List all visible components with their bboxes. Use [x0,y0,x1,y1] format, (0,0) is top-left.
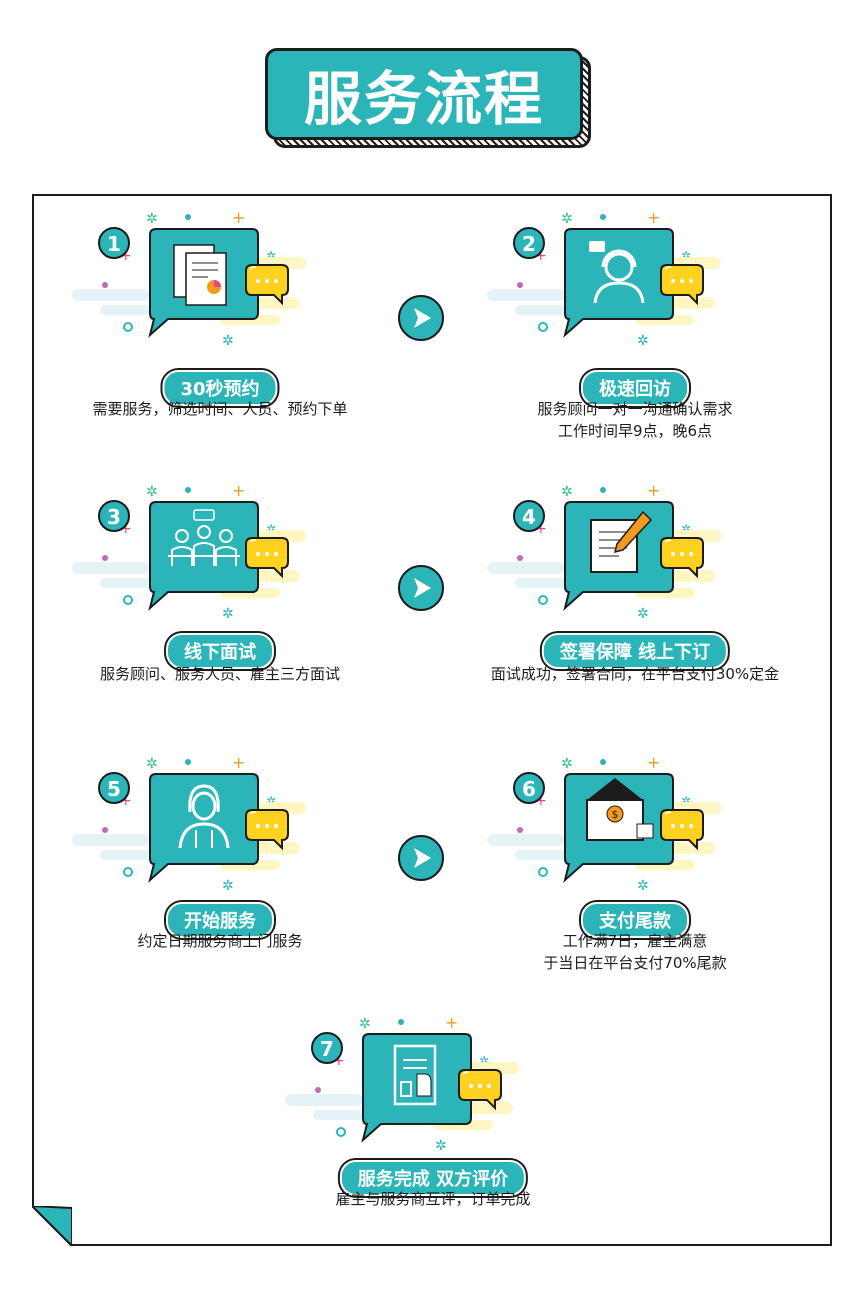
svg-text:+: + [535,521,547,537]
svg-text:+: + [647,753,660,772]
page-title-banner: 服务流程 [265,48,595,154]
step-label: 线下面试 [166,633,274,669]
svg-text:+: + [120,793,132,809]
step-description: 服务顾问一对一沟通确认需求 工作时间早9点，晚6点 [435,398,835,442]
step-description-line: 面试成功，签署合同，在平台支付30%定金 [490,665,780,683]
step-description: 服务顾问、服务人员、雇主三方面试 [20,663,420,685]
step-illustration: ✲ + + ✲ ✲ [283,1010,523,1170]
next-arrow-2 [398,565,444,611]
worker-icon [178,784,230,849]
svg-text:✲: ✲ [266,794,276,808]
svg-text:+: + [232,208,245,227]
svg-text:✲: ✲ [561,484,573,500]
svg-text:✲: ✲ [146,484,158,500]
next-arrow-1 [398,295,444,341]
payment-envelope-icon: $ [586,778,654,841]
step-2: ✲ + + ✲ ✲ 2 极速回访 服务顾问一对一沟通确认需求 工作时间早9点，晚6点 [435,205,835,455]
step-number-badge: 7 [320,1037,334,1061]
customer-service-icon [589,241,645,304]
svg-text:+: + [535,793,547,809]
meeting-icon [168,509,240,566]
contract-pen-icon [590,510,653,573]
svg-text:✲: ✲ [266,522,276,536]
step-3: ✲ + + ✲ ✲ [20,478,420,728]
step-label: 30秒预约 [162,370,278,406]
step-description-line: 服务顾问、服务人员、雇主三方面试 [99,665,340,683]
svg-text:✲: ✲ [359,1016,371,1032]
svg-text:+: + [232,481,245,500]
step-description-line: 雇主与服务商互评，订单完成 [335,1190,531,1208]
step-number-badge: 1 [107,232,121,256]
step-6: ✲ + + ✲ ✲ $ 6 支付尾款 工作满7日，雇主满意 于当日在平台 [435,750,835,1000]
review-document-icon [393,1044,437,1106]
svg-text:✲: ✲ [681,794,691,808]
page-title: 服务流程 [303,65,544,133]
svg-text:✲: ✲ [222,333,234,349]
page-fold-corner [32,1206,72,1246]
svg-text:+: + [535,248,547,264]
step-7: ✲ + + ✲ ✲ 7 服务完成 双方评价 雇主与服务商互评，订单完 [233,1010,633,1260]
svg-text:+: + [445,1013,458,1032]
svg-text:+: + [647,208,660,227]
step-description-line: 工作满7日，雇主满意 [562,932,708,950]
step-description: 面试成功，签署合同，在平台支付30%定金 [435,663,835,685]
documents-icon [173,244,227,306]
step-label: 开始服务 [166,902,274,938]
step-number-badge: 5 [107,777,121,801]
step-label: 极速回访 [581,370,689,406]
svg-text:+: + [647,481,660,500]
svg-text:✲: ✲ [637,333,649,349]
svg-text:✲: ✲ [266,249,276,263]
svg-text:✲: ✲ [561,756,573,772]
step-label: 签署保障 线上下订 [541,633,729,669]
next-arrow-3 [398,835,444,881]
svg-text:✲: ✲ [146,211,158,227]
step-number-badge: 2 [522,232,536,256]
step-description: 雇主与服务商互评，订单完成 [233,1188,633,1210]
svg-text:✲: ✲ [637,878,649,894]
svg-text:✲: ✲ [479,1054,489,1068]
step-illustration: ✲ + + ✲ ✲ [485,478,725,638]
svg-text:+: + [232,753,245,772]
step-description-line: 服务顾问一对一沟通确认需求 [537,400,733,418]
step-label: 支付尾款 [581,902,689,938]
step-illustration: ✲ + + ✲ ✲ [485,205,725,365]
step-illustration: ✲ + + ✲ ✲ $ [485,750,725,910]
step-illustration: ✲ + + ✲ ✲ [70,205,310,365]
svg-text:✲: ✲ [222,878,234,894]
step-description: 工作满7日，雇主满意于当日在平台支付70%尾款 [435,930,835,974]
svg-text:✲: ✲ [146,756,158,772]
step-4: ✲ + + ✲ ✲ 4 签署保障 线上下订 面试成功，签署合同，在平台支付30%定金 [435,478,835,728]
step-1: ✲ + + ✲ ✲ 1 30秒预约 需要服务，筛选时间、人员、预约下 [20,205,420,455]
step-description-line: 需要服务，筛选时间、人员、预约下单 [92,400,348,418]
svg-text:✲: ✲ [681,522,691,536]
svg-text:✲: ✲ [637,606,649,622]
step-5: ✲ + + ✲ ✲ 5 开始服务 约定日期服务商上门服务 [20,750,420,1000]
title-box: 服务流程 [265,48,583,140]
svg-text:$: $ [612,808,619,821]
svg-text:✲: ✲ [435,1138,447,1154]
step-number-badge: 4 [522,505,536,529]
step-illustration: ✲ + + ✲ ✲ [70,478,310,638]
svg-text:✲: ✲ [222,606,234,622]
svg-text:✲: ✲ [561,211,573,227]
svg-text:+: + [120,521,132,537]
step-label: 服务完成 双方评价 [339,1160,527,1196]
step-illustration: ✲ + + ✲ ✲ [70,750,310,910]
svg-text:✲: ✲ [681,249,691,263]
step-description: 约定日期服务商上门服务 [20,930,420,952]
step-number-badge: 6 [522,777,536,801]
step-description: 需要服务，筛选时间、人员、预约下单 [20,398,420,420]
step-description-line: 约定日期服务商上门服务 [137,932,303,950]
svg-text:+: + [333,1053,345,1069]
step-number-badge: 3 [107,505,121,529]
step-description-line: 工作时间早9点，晚6点 [557,422,713,440]
svg-text:+: + [120,248,132,264]
step-description-line: 于当日在平台支付70%尾款 [543,954,727,972]
